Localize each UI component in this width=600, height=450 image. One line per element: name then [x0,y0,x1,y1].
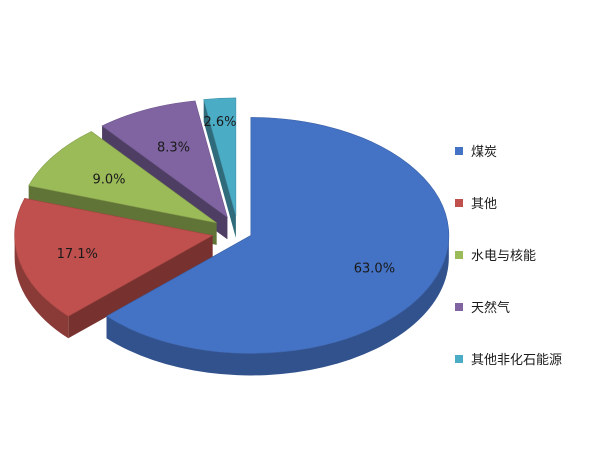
legend-item-1: 煤炭 [455,145,497,160]
legend-label: 水电与核能 [471,249,536,264]
slice-label-1: 63.0% [354,261,395,276]
slice-5 [203,97,237,238]
legend-swatch [455,355,463,363]
legend-item-2: 其他 [455,197,497,212]
slice-5-top [203,97,237,217]
slice-5-edge-1 [203,99,236,238]
legend-swatch [455,303,463,311]
legend-label: 天然气 [471,300,510,316]
legend-item-3: 水电与核能 [455,249,536,264]
legend-item-5: 其他非化石能源 [455,353,562,368]
slice-label-2: 17.1% [57,247,98,262]
slice-2-top [14,197,214,317]
slice-label-3: 9.0% [92,173,125,188]
slice-labels: 63.0% 17.1% 9.0% 8.3% 2.6% [57,115,395,276]
slice-label-5: 2.6% [203,115,236,130]
legend-swatch [455,199,463,207]
legend-label: 其他非化石能源 [471,353,562,368]
slice-1 [105,117,450,376]
slice-1-top [105,117,450,354]
legend-label: 煤炭 [471,145,497,160]
slice-label-4: 8.3% [157,140,190,155]
legend-swatch [455,147,463,155]
slice-3-top [28,131,217,224]
legend-label: 其他 [471,197,497,212]
legend-item-4: 天然气 [455,300,510,316]
slice-1-side [106,235,449,376]
pie-slices [14,97,450,376]
slice-2-edge-1 [68,235,213,339]
slice-2-side [14,235,69,339]
slice-4-top [101,100,228,219]
slice-2 [14,197,214,339]
legend-swatch [455,251,463,259]
